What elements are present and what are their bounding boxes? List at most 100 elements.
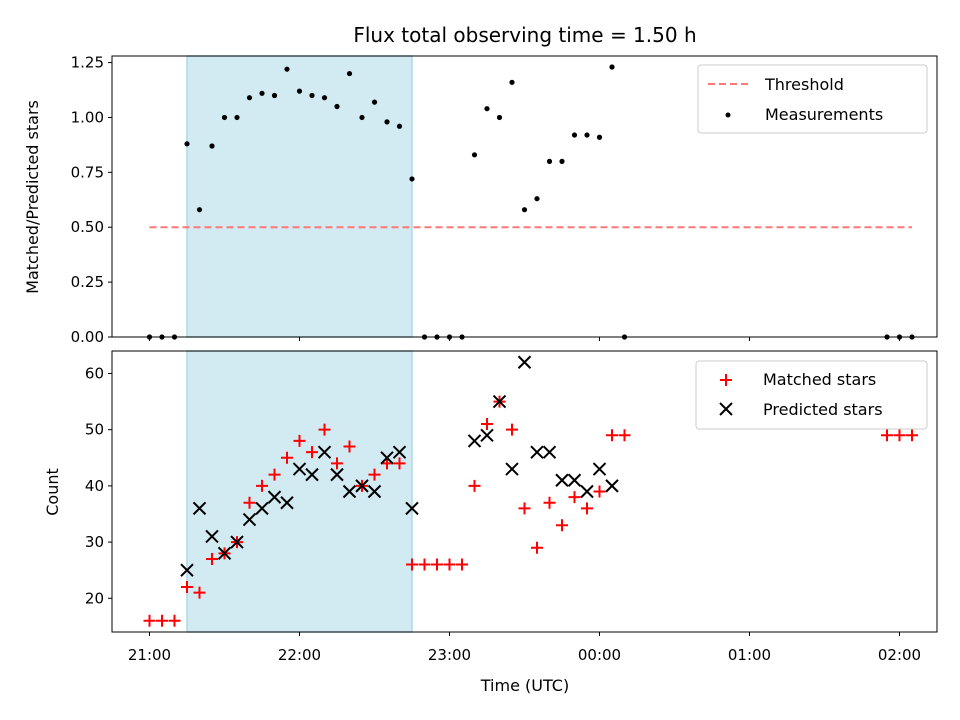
measurement-point: [246, 95, 253, 101]
bottom-axes-frame: [111, 350, 938, 633]
predicted-star-marker: [317, 445, 332, 459]
legend-matched-label: Matched stars: [763, 370, 876, 389]
matched-star-marker: [606, 429, 618, 442]
measurement-point: [496, 114, 503, 121]
y-tick-label: 1.25: [71, 54, 104, 72]
predicted-star-marker: [330, 467, 344, 482]
top-y-axis: 0.00 0.25 0.50 0.75 1.00 1.25: [71, 54, 112, 346]
measurement-point: [334, 103, 340, 110]
matched-star-marker: [156, 614, 168, 627]
top-panel: Flux total observing time = 1.50 h 0.00 0…: [23, 23, 938, 346]
measurement-point: [309, 92, 315, 99]
predicted-star-marker: [355, 479, 369, 493]
measurement-point: [609, 64, 615, 70]
x-tick-label: 02:00: [878, 646, 921, 664]
matched-star-marker: [906, 429, 918, 442]
matched-star-marker: [568, 491, 581, 504]
top-axes-frame: [111, 55, 938, 338]
top-legend: Threshold Measurements: [697, 64, 928, 134]
bottom-plot-content: [143, 350, 918, 633]
matched-star-marker: [318, 423, 331, 436]
y-tick-label: 40: [85, 477, 104, 495]
matched-star-marker: [381, 457, 393, 470]
matched-star-marker: [331, 457, 343, 470]
matched-star-marker: [393, 457, 406, 470]
top-x-axis: [149, 337, 900, 341]
matched-star-marker: [343, 440, 356, 453]
y-tick-label: 60: [85, 364, 104, 382]
top-legend-box: [697, 64, 928, 134]
matched-star-marker: [581, 502, 593, 515]
matched-star-marker: [456, 558, 468, 571]
predicted-star-marker: [592, 462, 607, 476]
predicted-star-marker: [467, 434, 482, 448]
predicted-star-marker: [542, 445, 557, 459]
measurement-point: [321, 95, 328, 101]
matched-star-marker: [531, 541, 543, 554]
measurement-point: [184, 141, 190, 147]
matched-star-marker: [256, 479, 268, 492]
matched-star-marker: [368, 468, 381, 481]
measurement-point: [521, 207, 528, 213]
measurement-point: [371, 99, 378, 105]
measurement-point: [534, 196, 540, 202]
matched-star-marker: [293, 434, 306, 447]
predicted-star-marker: [255, 501, 269, 516]
y-tick-label: 0.00: [71, 328, 104, 346]
chart-title: Flux total observing time = 1.50 h: [353, 23, 696, 47]
measurement-point: [259, 90, 265, 96]
measurement-point: [584, 132, 590, 138]
y-tick-label: 0.25: [71, 273, 104, 291]
bottom-legend: Matched stars Predicted stars: [695, 360, 928, 430]
predicted-star-marker: [380, 451, 394, 465]
matched-star-marker: [268, 468, 281, 481]
measurement-point: [359, 114, 365, 121]
measurement-point: [471, 152, 478, 158]
predicted-stars-legend-marker: [719, 402, 733, 416]
matched-star-marker: [181, 581, 193, 594]
measurement-point: [396, 123, 403, 129]
measurement-point: [284, 66, 290, 72]
matched-star-marker: [206, 552, 218, 565]
predicted-star-marker: [305, 467, 319, 482]
x-tick-label: 21:00: [128, 646, 171, 664]
predicted-star-marker: [280, 496, 294, 510]
predicted-star-marker: [217, 546, 232, 561]
matched-star-marker: [518, 502, 531, 515]
matched-star-marker: [506, 423, 518, 436]
y-tick-label: 0.75: [71, 163, 104, 181]
measurement-point: [196, 207, 203, 213]
predicted-star-marker: [292, 462, 307, 476]
predicted-star-marker: [567, 473, 582, 487]
y-tick-label: 30: [85, 533, 104, 551]
matched-star-marker: [893, 429, 906, 442]
measurement-point: [546, 158, 553, 164]
shaded-interval: [186, 350, 413, 633]
matched-star-marker: [281, 451, 293, 464]
matched-star-marker: [143, 614, 156, 627]
x-tick-label: 01:00: [728, 646, 771, 664]
predicted-star-marker: [242, 512, 257, 527]
matched-star-marker: [306, 446, 318, 459]
x-axis-label: Time (UTC): [480, 676, 569, 695]
measurement-point: [234, 114, 240, 121]
matched-star-marker: [468, 479, 481, 492]
measurement-point: [484, 106, 490, 112]
y-tick-label: 50: [85, 421, 104, 439]
measurement-point: [596, 134, 603, 140]
legend-threshold-label: Threshold: [764, 75, 844, 94]
predicted-star-marker: [555, 473, 569, 487]
legend-measurements-label: Measurements: [765, 105, 883, 124]
predicted-star-marker: [267, 490, 282, 504]
measurement-point: [571, 132, 578, 138]
matched-star-marker: [543, 496, 556, 509]
y-tick-label: 20: [85, 589, 104, 607]
measurement-point: [221, 114, 228, 121]
y-tick-label: 1.00: [71, 108, 104, 126]
predicted-star-marker: [180, 563, 194, 577]
matched-star-marker: [406, 558, 418, 571]
predicted-star-marker: [492, 394, 507, 409]
matched-star-marker: [593, 485, 606, 498]
predicted-star-marker: [392, 445, 407, 459]
